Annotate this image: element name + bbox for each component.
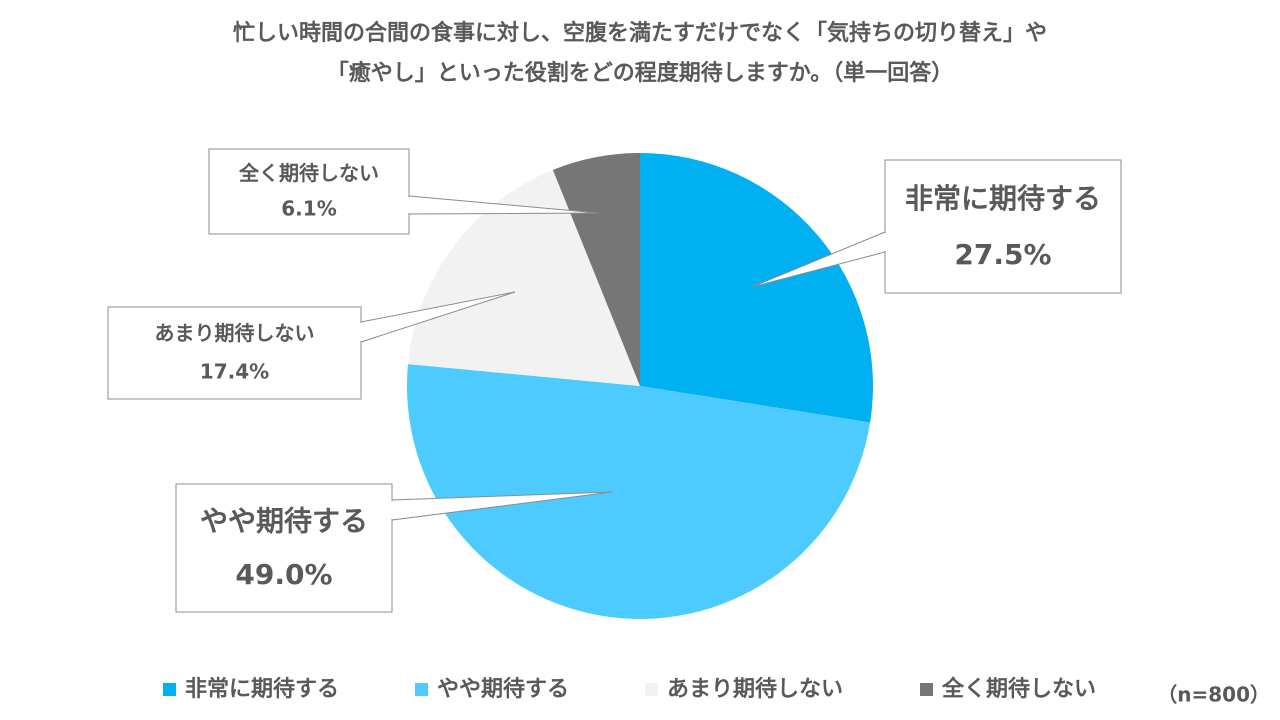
data-label-name: やや期待する [200, 504, 368, 537]
legend-swatch [415, 683, 428, 696]
callout-box [884, 159, 1122, 294]
pie-slice [408, 169, 640, 386]
data-label-value: 27.5% [954, 238, 1051, 271]
data-label-name: あまり期待しない [155, 321, 315, 345]
callout-box [107, 306, 362, 400]
callout-box [208, 148, 410, 235]
legend-label: 全く期待しない [941, 676, 1096, 702]
data-label-value: 49.0% [235, 558, 332, 591]
sample-note: （n=800） [1157, 683, 1270, 707]
data-label-name: 全く期待しない [238, 161, 379, 185]
legend-swatch [163, 683, 176, 696]
legend-swatch [920, 683, 933, 696]
data-label-value: 6.1% [281, 197, 336, 221]
legend-swatch [645, 683, 658, 696]
legend-label: やや期待する [437, 676, 569, 702]
data-label-value: 17.4% [200, 360, 269, 384]
data-label-name: 非常に期待する [905, 182, 1101, 215]
legend-label: あまり期待しない [667, 676, 843, 702]
chart-title: 忙しい時間の合間の食事に対し、空腹を満たすだけでなく「気持ちの切り替え」や 「癒… [232, 21, 1047, 86]
callout-box [175, 483, 393, 613]
pie-slice [406, 364, 871, 620]
pie-slice [640, 153, 874, 423]
legend-label: 非常に期待する [185, 676, 339, 702]
